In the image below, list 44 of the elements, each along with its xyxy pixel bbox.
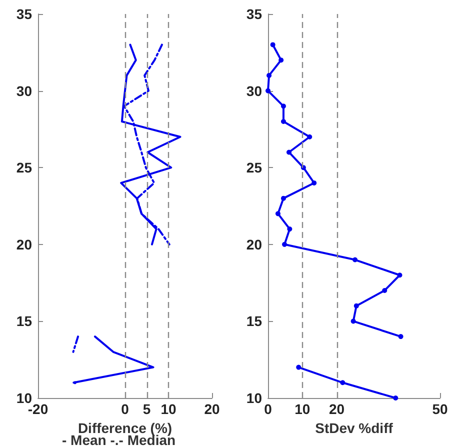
point	[278, 58, 284, 63]
x-tick-label: 0	[264, 401, 272, 417]
point	[275, 211, 280, 216]
y-tick-label: 15	[246, 313, 262, 330]
y-tick-label: 20	[246, 236, 262, 252]
point	[307, 134, 312, 140]
point	[398, 334, 404, 340]
point	[350, 318, 356, 324]
y-tick-label: 35	[16, 6, 32, 22]
point	[266, 72, 272, 78]
y-tick-label: 20	[16, 236, 32, 252]
point	[266, 88, 270, 94]
x-tick-label: 0	[121, 401, 130, 417]
point	[352, 257, 358, 262]
point	[280, 104, 286, 109]
x-tick-label: 50	[432, 401, 448, 417]
point	[312, 180, 317, 186]
y-tick-label: 30	[246, 82, 262, 99]
x-axis-title: Difference (%)	[78, 420, 172, 436]
y-tick-label: 25	[246, 160, 262, 176]
y-tick-label: 15	[16, 313, 32, 330]
point	[382, 288, 388, 293]
y-tick-label: 35	[246, 6, 262, 22]
x-tick-label: 10	[160, 401, 176, 417]
point	[286, 150, 292, 155]
x-tick-label: 10	[294, 401, 310, 417]
y-tick-label: 10	[16, 390, 32, 406]
point	[280, 196, 286, 201]
y-tick-label: 10	[246, 390, 262, 406]
point	[287, 226, 292, 232]
point	[270, 42, 276, 48]
x-tick-label: 5	[142, 401, 151, 417]
point	[393, 396, 398, 400]
x-tick-label: 20	[204, 401, 220, 417]
x-axis-title: StDev %diff	[315, 420, 394, 436]
x-tick-label: 20	[329, 401, 345, 417]
y-tick-label: 30	[16, 82, 32, 99]
y-tick-label: 25	[16, 160, 32, 176]
point	[296, 364, 302, 370]
point	[282, 242, 288, 247]
point	[280, 119, 286, 124]
point	[397, 272, 402, 278]
point	[354, 303, 359, 308]
point	[340, 380, 346, 386]
